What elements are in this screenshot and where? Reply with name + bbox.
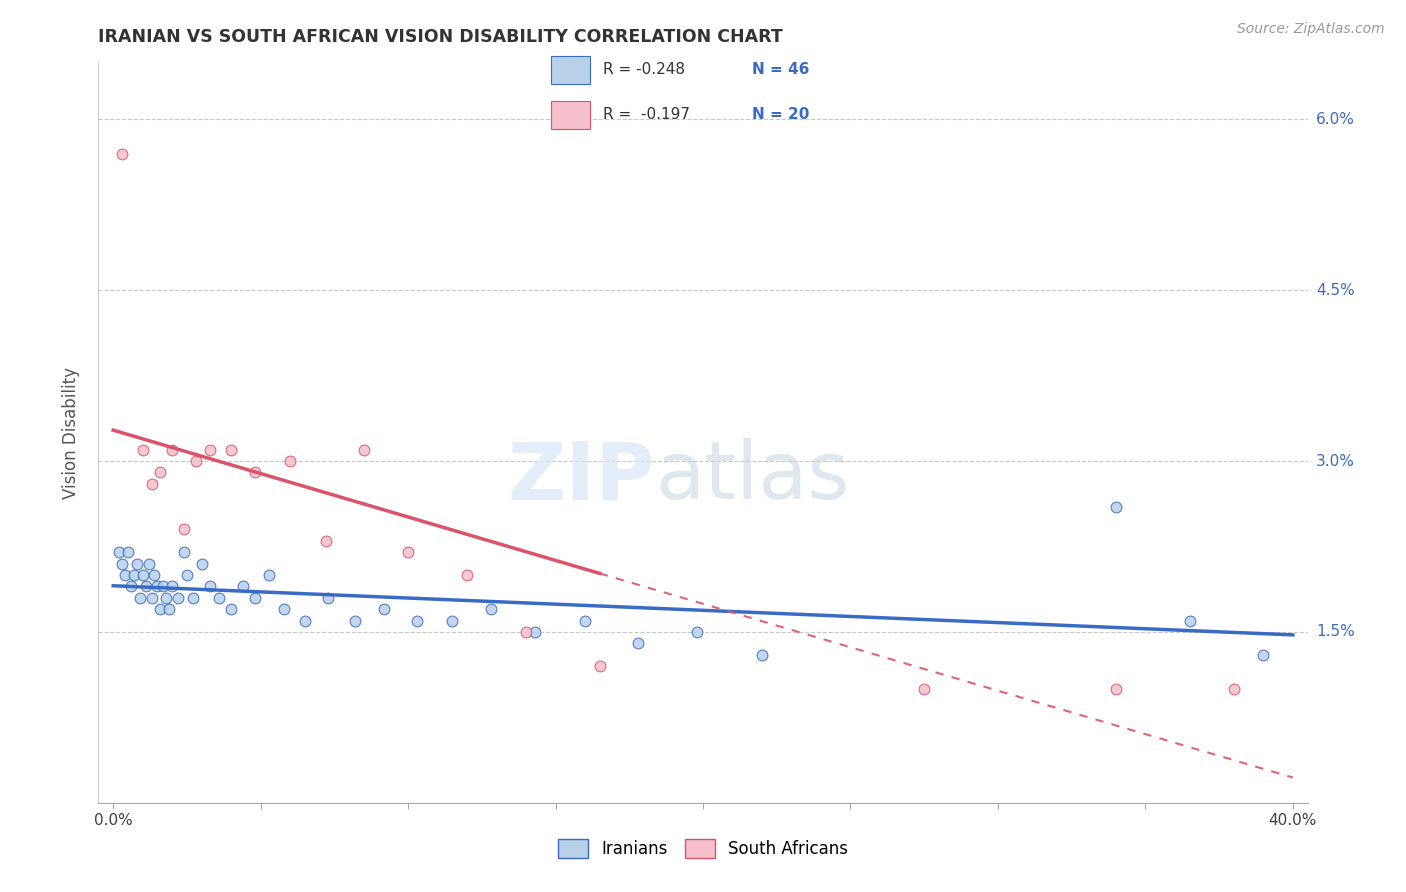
- Point: [627, 636, 650, 650]
- Point: [589, 659, 612, 673]
- Point: [111, 146, 134, 161]
- Point: [456, 568, 478, 582]
- FancyBboxPatch shape: [551, 56, 591, 84]
- Point: [243, 591, 266, 605]
- Y-axis label: Vision Disability: Vision Disability: [62, 367, 80, 499]
- Point: [173, 523, 195, 537]
- Point: [232, 579, 254, 593]
- Point: [273, 602, 295, 616]
- Point: [1105, 681, 1128, 696]
- Point: [1223, 681, 1246, 696]
- Point: [135, 579, 157, 593]
- Legend: Iranians, South Africans: Iranians, South Africans: [551, 832, 855, 865]
- Point: [122, 568, 145, 582]
- Point: [146, 579, 169, 593]
- Point: [181, 591, 204, 605]
- Point: [353, 442, 375, 457]
- Point: [406, 614, 429, 628]
- Point: [152, 579, 174, 593]
- Point: [184, 454, 207, 468]
- Point: [686, 624, 709, 639]
- Point: [167, 591, 190, 605]
- Point: [131, 568, 153, 582]
- Point: [318, 591, 340, 605]
- Text: 3.0%: 3.0%: [1316, 454, 1355, 468]
- Point: [120, 579, 142, 593]
- Point: [1105, 500, 1128, 514]
- Text: IRANIAN VS SOUTH AFRICAN VISION DISABILITY CORRELATION CHART: IRANIAN VS SOUTH AFRICAN VISION DISABILI…: [98, 28, 783, 45]
- Text: N = 20: N = 20: [751, 107, 808, 122]
- Text: Source: ZipAtlas.com: Source: ZipAtlas.com: [1237, 22, 1385, 37]
- FancyBboxPatch shape: [551, 101, 591, 129]
- Point: [1253, 648, 1275, 662]
- Text: 1.5%: 1.5%: [1316, 624, 1354, 640]
- Point: [441, 614, 464, 628]
- Point: [160, 579, 183, 593]
- Point: [149, 466, 172, 480]
- Point: [219, 602, 242, 616]
- Point: [128, 591, 150, 605]
- Point: [278, 454, 301, 468]
- Point: [114, 568, 136, 582]
- Point: [294, 614, 316, 628]
- Point: [515, 624, 537, 639]
- Point: [200, 579, 222, 593]
- Point: [315, 533, 337, 548]
- Point: [243, 466, 266, 480]
- Point: [190, 557, 212, 571]
- Point: [111, 557, 134, 571]
- Point: [751, 648, 773, 662]
- Point: [108, 545, 131, 559]
- Point: [141, 591, 163, 605]
- Text: 6.0%: 6.0%: [1316, 112, 1355, 127]
- Point: [373, 602, 395, 616]
- Point: [574, 614, 596, 628]
- Point: [155, 591, 177, 605]
- Text: 4.5%: 4.5%: [1316, 283, 1354, 298]
- Point: [523, 624, 546, 639]
- Point: [141, 476, 163, 491]
- Point: [343, 614, 366, 628]
- Point: [200, 442, 222, 457]
- Point: [131, 442, 153, 457]
- Point: [479, 602, 502, 616]
- Text: R =  -0.197: R = -0.197: [603, 107, 690, 122]
- Point: [208, 591, 231, 605]
- Point: [396, 545, 419, 559]
- Point: [173, 545, 195, 559]
- Point: [138, 557, 160, 571]
- Text: ZIP: ZIP: [508, 438, 655, 516]
- Point: [219, 442, 242, 457]
- Point: [125, 557, 148, 571]
- Text: R = -0.248: R = -0.248: [603, 62, 685, 78]
- Text: N = 46: N = 46: [751, 62, 808, 78]
- Point: [117, 545, 139, 559]
- Point: [176, 568, 198, 582]
- Point: [157, 602, 180, 616]
- Text: atlas: atlas: [655, 438, 849, 516]
- Point: [259, 568, 281, 582]
- Point: [149, 602, 172, 616]
- Point: [912, 681, 935, 696]
- Point: [143, 568, 166, 582]
- Point: [1178, 614, 1201, 628]
- Point: [160, 442, 183, 457]
